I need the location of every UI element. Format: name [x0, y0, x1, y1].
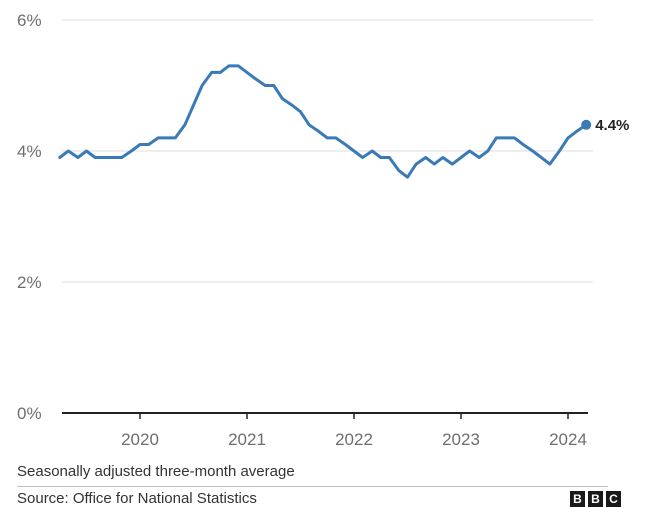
- y-tick-label: 2%: [17, 273, 42, 292]
- bbc-logo: B B C: [570, 491, 621, 507]
- source-text: Source: Office for National Statistics: [17, 490, 257, 507]
- y-tick-label: 0%: [17, 404, 42, 423]
- footer-divider: [17, 486, 608, 487]
- bbc-logo-letter: B: [570, 491, 585, 507]
- x-tick-label: 2022: [335, 430, 373, 449]
- chart-note: Seasonally adjusted three-month average: [17, 463, 295, 480]
- bbc-logo-letter: B: [588, 491, 603, 507]
- y-tick-label: 6%: [17, 11, 42, 30]
- y-tick-label: 4%: [17, 142, 42, 161]
- series-layer: 4.4%: [58, 64, 629, 179]
- series-line: [58, 64, 588, 179]
- bbc-logo-letter: C: [606, 491, 621, 507]
- x-tick-label: 2024: [549, 430, 587, 449]
- unemployment-line-chart: 0% 2% 4% 6% 2020 2021 2022 2023 2024 4.4%: [17, 11, 629, 449]
- x-axis-tick-labels: 2020 2021 2022 2023 2024: [121, 430, 587, 449]
- x-tick-label: 2021: [228, 430, 266, 449]
- end-point-marker: [581, 119, 592, 130]
- x-tick-label: 2023: [442, 430, 480, 449]
- x-axis: [62, 412, 588, 419]
- y-axis-tick-labels: 0% 2% 4% 6%: [17, 11, 42, 423]
- x-tick-label: 2020: [121, 430, 159, 449]
- end-value-label: 4.4%: [595, 117, 629, 134]
- gridlines: [62, 19, 593, 283]
